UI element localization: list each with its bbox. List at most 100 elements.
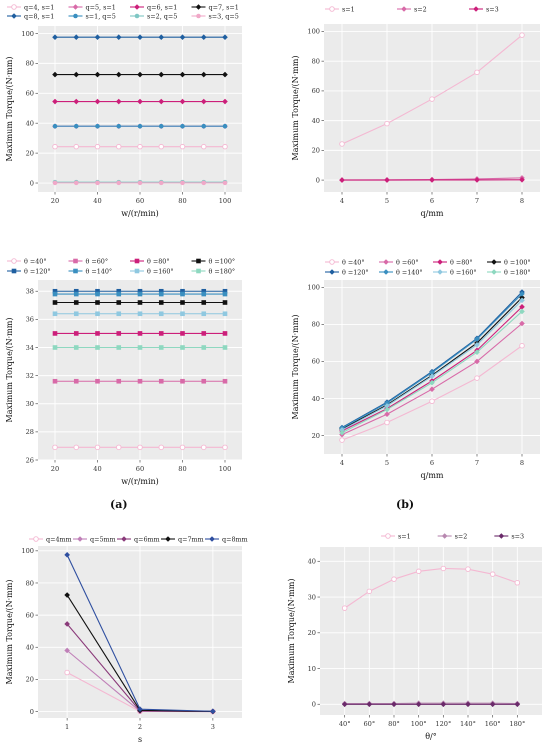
data-point [180, 378, 185, 384]
data-point [137, 71, 143, 78]
data-point [137, 143, 143, 150]
data-point [115, 34, 122, 41]
data-point [158, 123, 164, 129]
data-point [222, 71, 228, 78]
legend-marker [329, 269, 335, 275]
data-point [222, 444, 228, 451]
x-tick-label: 140° [460, 720, 476, 728]
legend-label: s=3 [486, 5, 499, 13]
legend-item: θ =60° [68, 257, 108, 265]
legend-item: θ =180° [191, 267, 236, 275]
y-tick-label: 0 [30, 179, 34, 187]
x-tick-label: 80 [178, 465, 186, 473]
data-point [73, 71, 80, 78]
legend-item: θ =60° [379, 258, 419, 266]
data-point [514, 579, 521, 586]
x-axis-label: w/(r/min) [121, 209, 159, 218]
series-5 [52, 288, 228, 294]
legend-marker [195, 4, 202, 10]
data-point [429, 379, 435, 386]
data-point [137, 331, 143, 336]
series-7 [52, 311, 228, 317]
data-point [366, 588, 373, 595]
legend-item: q=5, s=1 [68, 3, 116, 11]
data-point [200, 71, 207, 78]
x-tick-label: 6 [430, 459, 434, 467]
legend-item: θ =80° [130, 257, 170, 265]
data-point [115, 98, 122, 105]
x-tick-label: 6 [430, 197, 434, 205]
data-point [201, 123, 207, 129]
x-tick-label: 7 [475, 459, 479, 467]
data-point [384, 403, 390, 409]
series-6 [52, 291, 228, 297]
legend-label: q=4, s=1 [24, 3, 54, 11]
x-tick-label: 8 [520, 197, 524, 205]
y-tick-label: 36 [26, 316, 34, 324]
x-tick-label: 1 [65, 723, 69, 731]
data-point [440, 565, 447, 572]
legend-label: θ =180° [504, 268, 531, 276]
data-point [158, 71, 165, 78]
y-tick-label: 80 [312, 321, 320, 329]
subfigure-label-b: (b) [396, 498, 415, 511]
legend-marker [11, 13, 17, 19]
data-point [95, 180, 100, 186]
x-tick-label: 80° [388, 720, 400, 728]
y-axis-label: Maximum Torque/(N·mm) [287, 579, 296, 684]
x-tick-label: 4 [340, 459, 344, 467]
legend-item: q=8mm [205, 535, 248, 543]
series-1 [339, 342, 525, 443]
data-point [519, 304, 525, 310]
y-axis-label: Maximum Torque/(N·mm) [291, 56, 300, 161]
data-point [180, 331, 185, 336]
x-tick-label: 60 [136, 197, 144, 205]
legend: θ =40° θ =60° θ =80° θ =100° θ =120° θ =140° θ… [7, 257, 235, 275]
data-point [489, 701, 496, 708]
x-tick-label: 3 [211, 723, 215, 731]
data-point [474, 349, 480, 355]
data-point [73, 300, 79, 305]
data-point [366, 701, 373, 708]
data-point [116, 311, 122, 317]
data-point [465, 566, 471, 572]
data-point [222, 345, 228, 350]
data-point [180, 288, 185, 294]
x-tick-label: 80 [178, 197, 186, 205]
data-point [391, 576, 397, 582]
legend-item: θ =40° [7, 257, 47, 265]
legend: s=1 s=2 s=3 [325, 5, 499, 13]
y-tick-label: 20 [308, 629, 316, 637]
legend-item: θ =100° [487, 258, 531, 266]
legend-marker [491, 269, 497, 275]
data-point [52, 291, 58, 297]
legend-item: s=3 [494, 532, 524, 540]
series-1 [52, 143, 228, 150]
legend-item: θ =100° [191, 257, 235, 265]
data-point [73, 444, 79, 451]
legend-item: s=3 [469, 5, 499, 13]
legend-item: θ =140° [68, 267, 112, 275]
x-tick-label: 5 [385, 459, 389, 467]
legend-label: θ =180° [209, 267, 236, 275]
legend-item: s=2, q=5 [130, 12, 177, 20]
legend-item: θ =160° [433, 268, 477, 276]
series-8 [52, 180, 228, 186]
data-point [94, 98, 101, 105]
y-tick-label: 100 [21, 547, 34, 555]
y-tick-label: 40 [312, 117, 320, 125]
data-point [137, 706, 143, 712]
data-point [201, 345, 207, 350]
legend-label: q=7mm [178, 535, 204, 543]
legend-label: θ =140° [396, 268, 423, 276]
data-point [95, 300, 100, 305]
x-tick-label: 160° [485, 720, 501, 728]
y-tick-label: 26 [26, 456, 34, 464]
data-point [137, 300, 143, 305]
data-point [179, 444, 186, 451]
data-point [73, 345, 79, 350]
legend-label: θ =40° [342, 258, 365, 266]
x-tick-label: 180° [509, 720, 525, 728]
legend-item: q=7mm [161, 535, 204, 543]
legend-label: s=2 [455, 532, 468, 540]
